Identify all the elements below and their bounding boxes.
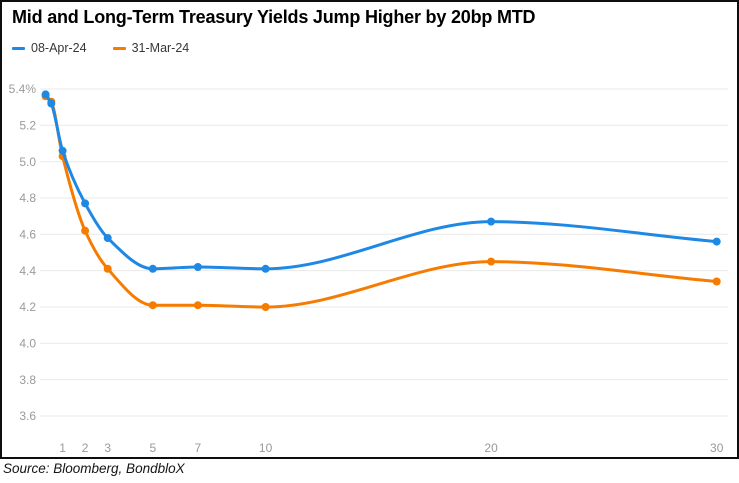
y-axis-tick-label: 3.6 — [19, 409, 36, 423]
y-axis-tick-label: 5.4% — [9, 82, 37, 96]
legend-item-08-apr-24: 08-Apr-24 — [12, 41, 87, 55]
data-point-31-Mar-24 — [193, 301, 202, 310]
x-axis-tick-label: 1 — [59, 441, 66, 455]
series-line-08-Apr-24 — [44, 92, 719, 271]
data-point-08-Apr-24 — [487, 217, 496, 226]
data-point-31-Mar-24 — [712, 277, 721, 286]
data-point-08-Apr-24 — [103, 234, 112, 242]
data-point-31-Mar-24 — [261, 303, 270, 311]
y-axis-tick-label: 3.8 — [19, 373, 36, 387]
data-point-31-Mar-24 — [103, 264, 112, 273]
chart-plot: 5.4% 5.2 5.0 4.8 4.6 4.4 4.2 4.0 3.8 3.6 1 2 3 5 7 10 20… — [9, 82, 728, 455]
data-point-08-Apr-24 — [81, 199, 90, 208]
legend-label: 31-Mar-24 — [131, 41, 190, 55]
x-axis-tick-label: 30 — [710, 441, 724, 455]
legend-dash-icon — [12, 46, 25, 50]
y-axis-tick-label: 4.8 — [19, 191, 36, 205]
y-axis-tick-label: 4.0 — [19, 337, 36, 351]
legend-item-31-mar-24: 31-Mar-24 — [112, 41, 190, 55]
x-axis-tick-label: 10 — [259, 441, 273, 455]
x-axis-tick-label: 2 — [82, 441, 89, 455]
y-axis-tick-label: 4.2 — [19, 300, 36, 314]
data-point-08-Apr-24 — [712, 237, 721, 246]
chart-box: 5.4% 5.2 5.0 4.8 4.6 4.4 4.2 4.0 3.8 3.6 1 2 3 5 7 10 20… — [0, 0, 739, 459]
y-axis-tick-label: 5.2 — [19, 119, 36, 133]
data-point-08-Apr-24 — [193, 263, 202, 271]
y-axis-tick-label: 5.0 — [19, 155, 36, 169]
chart-title: Mid and Long-Term Treasury Yields Jump H… — [12, 7, 536, 27]
data-point-08-Apr-24 — [261, 264, 270, 273]
x-axis-tick-label: 20 — [484, 441, 498, 455]
x-axis-tick-label: 5 — [149, 441, 156, 455]
y-axis-tick-label: 4.6 — [19, 228, 36, 242]
data-point-08-Apr-24 — [41, 90, 50, 99]
data-point-31-Mar-24 — [148, 301, 157, 310]
data-point-08-Apr-24 — [58, 146, 67, 155]
data-point-08-Apr-24 — [47, 99, 56, 108]
legend-label: 08-Apr-24 — [31, 41, 87, 55]
y-axis-tick-label: 4.4 — [19, 264, 36, 278]
chart-legend: 08-Apr-24 31-Mar-24 — [12, 41, 189, 55]
source-note: Source: Bloomberg, BondbloX — [3, 461, 185, 476]
series-line-31-Mar-24 — [44, 94, 719, 309]
legend-dash-icon — [112, 46, 126, 50]
data-point-31-Mar-24 — [81, 226, 90, 235]
data-point-31-Mar-24 — [487, 257, 496, 266]
x-axis-tick-label: 7 — [195, 441, 202, 455]
x-axis-tick-label: 3 — [104, 441, 111, 455]
data-point-08-Apr-24 — [148, 264, 157, 273]
